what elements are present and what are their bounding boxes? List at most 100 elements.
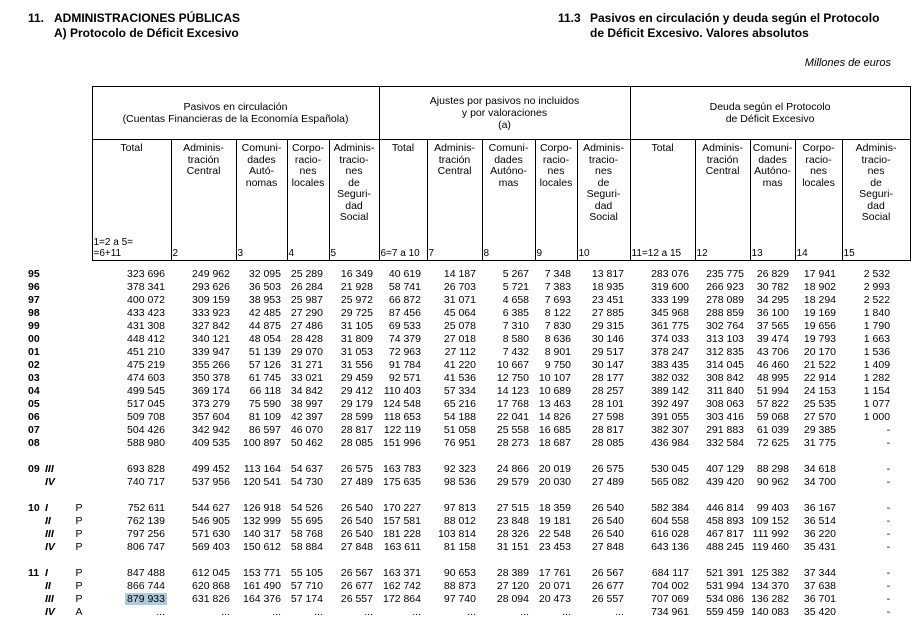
value-cell: 342 942 [192,424,230,436]
column-header: Adminis- tracio- nes de Seguri- dad Soci… [841,139,911,261]
value-cell: 19 181 [538,515,571,527]
value-cell: 8 580 [502,333,529,345]
value-cell: 17 941 [803,268,837,280]
value-cell: 66 118 [249,385,281,397]
column-header: Total 6=7 a 10 [378,139,427,261]
value-cell: 8 636 [544,333,571,345]
value-cell: 612 045 [192,567,230,579]
value-cell: 31 271 [290,359,323,371]
row-label: 99 [28,320,66,333]
spacer-cell [28,450,910,463]
table-row: III P 879 933 631 826 164 376 57 174 26 557 172… [28,593,910,606]
value-cell: 38 953 [248,294,281,306]
value-cell: 433 423 [127,307,165,319]
value-cell: 26 829 [756,268,790,280]
table-row: 11 I P 847 488 612 045 153 771 55 105 26 567 163… [28,567,910,580]
year-label: 96 [28,281,40,293]
value-cell: 43 706 [756,346,790,358]
column-header-inner: Comuni- dades Autó- nomas 3 [237,140,287,260]
column-label: Adminis- tración Central [434,142,475,177]
value-cell: 28 085 [591,437,625,449]
value-cell: 866 744 [127,580,165,592]
column-label: Comuni- dades Autóno- mas [488,142,529,189]
value-cell: 8 901 [544,346,571,358]
value-cell: 389 142 [651,385,690,397]
value-cell: 41 220 [443,359,476,371]
value-cell: 332 584 [706,437,745,449]
value-cell: 451 210 [127,346,165,358]
value-cell: 249 962 [192,268,230,280]
column-label: Corpo- racio- nes locales [291,142,325,189]
value-cell: 5 721 [502,281,529,293]
value-cell: 30 146 [591,333,625,345]
value-cell: 643 136 [651,541,690,553]
year-label: 06 [28,411,40,423]
value-cell: 740 717 [127,476,165,488]
value-cell: 382 307 [651,424,690,436]
value-cell: 38 997 [290,398,323,410]
column-header: Total 11=12 a 15 [629,139,696,261]
value-cell: 340 121 [192,333,230,345]
value-cell: 34 618 [803,463,837,475]
value-cell: 327 842 [192,320,230,332]
value-cell: 693 828 [127,463,165,475]
value-cell: 57 334 [443,385,476,397]
value-cell: 1 536 [863,346,891,358]
value-cell: 23 453 [538,541,571,553]
value-cell: 26 540 [591,528,625,540]
value-cell: 163 611 [383,541,421,553]
value-cell: 28 094 [496,593,529,605]
value-cell: 76 951 [443,437,476,449]
spacer-cell [28,554,910,567]
value-cell: 569 403 [192,541,230,553]
value-cell: 18 902 [803,281,837,293]
value-cell: 582 384 [651,502,690,514]
value-cell: 333 199 [651,294,690,306]
value-cell: 90 962 [756,476,790,488]
value-cell: 59 068 [756,411,790,423]
value-cell: 24 153 [803,385,837,397]
value-cell: 29 579 [496,476,529,488]
value-cell: 125 382 [751,567,790,579]
value-cell: 467 817 [706,528,745,540]
value-cell: 81 109 [248,411,281,423]
value-cell: 27 848 [591,541,625,553]
value-cell: 1 840 [863,307,891,319]
value-cell: 499 452 [192,463,230,475]
column-header-inner: Adminis- tración Central 12 [696,140,750,260]
value-cell: 235 775 [706,268,745,280]
column-header-inner: Adminis- tracio- nes de Seguri- dad Soci… [578,140,630,260]
value-cell: 51 994 [756,385,790,397]
value-cell: 120 541 [243,476,281,488]
value-cell: - [886,567,891,579]
value-cell: 39 474 [756,333,790,345]
column-number: 7 [428,248,435,259]
value-cell: 544 627 [192,502,230,514]
value-cell: 122 119 [383,424,421,436]
value-cell: 707 069 [651,593,690,605]
row-label: 05 [28,398,66,411]
column-label: Adminis- tración Central [183,142,224,177]
value-cell: 30 782 [756,281,790,293]
value-cell: 45 064 [443,307,476,319]
value-cell: 29 412 [340,385,373,397]
column-label: Adminis- tracio- nes de Seguri- dad Soci… [333,142,375,223]
value-cell: 283 076 [651,268,690,280]
value-cell: 26 540 [591,502,625,514]
column-number: 9 [536,248,543,259]
value-cell: 509 708 [127,411,165,423]
table-row: 09 III 693 828 499 452 113 164 54 637 26 575 16… [28,463,910,476]
value-cell: 36 514 [803,515,837,527]
table-row: II P 866 744 620 868 161 490 57 710 26 677 162 … [28,580,910,593]
value-cell: 616 028 [651,528,690,540]
value-cell: 7 310 [502,320,529,332]
status-flag: P [75,515,83,527]
value-cell: 35 431 [803,541,837,553]
value-cell: 31 071 [443,294,476,306]
value-cell: 110 403 [383,385,421,397]
status-flag [66,385,92,398]
value-cell: 48 995 [756,372,790,384]
quarter-label: IV [45,606,55,618]
value-cell: 161 490 [243,580,281,592]
value-cell: 31 775 [803,437,837,449]
